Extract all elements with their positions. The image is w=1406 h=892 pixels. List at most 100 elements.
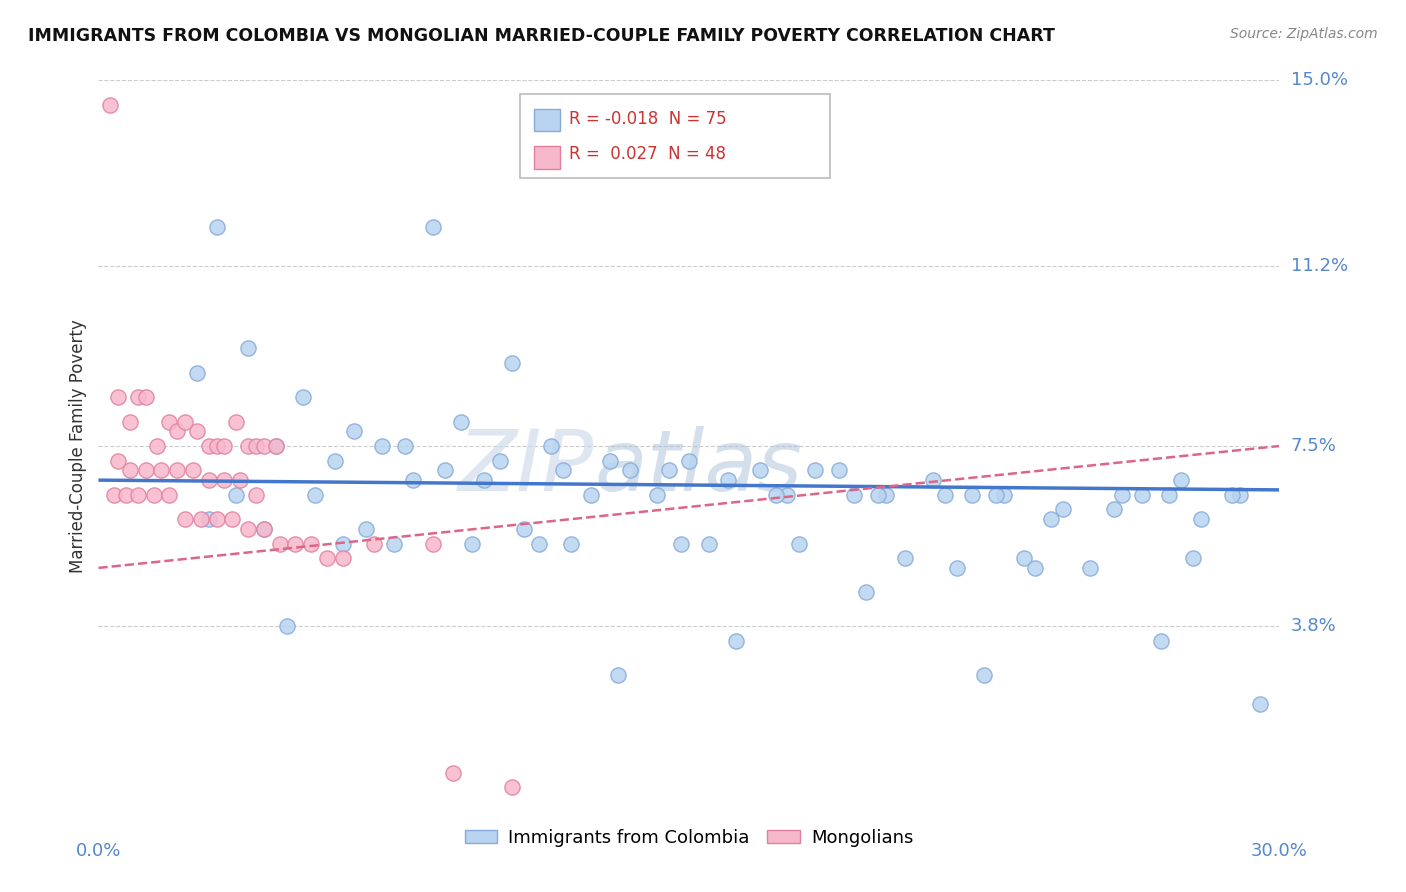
Point <box>363 536 385 550</box>
Point <box>205 219 228 234</box>
Point <box>717 473 740 487</box>
Point <box>354 522 377 536</box>
Text: Source: ZipAtlas.com: Source: ZipAtlas.com <box>1230 27 1378 41</box>
Point <box>973 668 995 682</box>
Point <box>118 463 141 477</box>
Point <box>284 536 307 550</box>
Point <box>1189 512 1212 526</box>
Point <box>922 473 945 487</box>
Point <box>402 473 425 487</box>
Point <box>894 551 917 566</box>
Point <box>236 342 259 356</box>
Point <box>1170 473 1192 487</box>
Point <box>422 536 444 550</box>
Text: ZIP: ZIP <box>458 426 595 509</box>
Point <box>150 463 173 477</box>
Point <box>489 453 512 467</box>
Point <box>1130 488 1153 502</box>
Point <box>371 439 394 453</box>
Point <box>197 512 219 526</box>
Text: IMMIGRANTS FROM COLOMBIA VS MONGOLIAN MARRIED-COUPLE FAMILY POVERTY CORRELATION : IMMIGRANTS FROM COLOMBIA VS MONGOLIAN MA… <box>28 27 1054 45</box>
Point <box>1012 551 1035 566</box>
Point <box>1249 698 1271 712</box>
Point <box>98 97 121 112</box>
Point <box>441 765 464 780</box>
Point <box>186 425 208 439</box>
Point <box>512 522 534 536</box>
Point <box>127 488 149 502</box>
Point <box>579 488 602 502</box>
Point <box>984 488 1007 502</box>
Point <box>1150 634 1173 648</box>
Point <box>776 488 799 502</box>
Point <box>697 536 720 550</box>
Point <box>560 536 582 550</box>
Point <box>107 453 129 467</box>
Point <box>332 536 354 550</box>
Point <box>103 488 125 502</box>
Point <box>166 425 188 439</box>
Point <box>292 390 315 404</box>
Point <box>382 536 405 550</box>
Point <box>866 488 889 502</box>
Point <box>647 488 669 502</box>
Point <box>1080 561 1102 575</box>
Point <box>229 473 252 487</box>
Point <box>1102 502 1125 516</box>
Point <box>166 463 188 477</box>
Point <box>205 439 228 453</box>
Point <box>315 551 337 566</box>
Point <box>253 522 276 536</box>
Point <box>332 551 354 566</box>
Point <box>236 522 259 536</box>
Point <box>855 585 877 599</box>
Point <box>236 439 259 453</box>
Point <box>214 439 236 453</box>
Point <box>1040 512 1063 526</box>
Point <box>127 390 149 404</box>
Point <box>264 439 287 453</box>
Point <box>142 488 165 502</box>
Point <box>529 536 551 550</box>
Point <box>501 780 523 795</box>
Point <box>1229 488 1251 502</box>
Text: 11.2%: 11.2% <box>1291 257 1348 275</box>
Point <box>245 488 267 502</box>
Point <box>962 488 984 502</box>
Point <box>264 439 287 453</box>
Point <box>748 463 770 477</box>
Point <box>607 668 630 682</box>
Point <box>599 453 621 467</box>
Point <box>221 512 243 526</box>
Text: R = -0.018  N = 75: R = -0.018 N = 75 <box>569 110 727 128</box>
Point <box>197 439 219 453</box>
Point <box>450 415 472 429</box>
Text: 7.5%: 7.5% <box>1291 437 1337 455</box>
Point <box>765 488 787 502</box>
Legend: Immigrants from Colombia, Mongolians: Immigrants from Colombia, Mongolians <box>457 822 921 854</box>
Point <box>993 488 1015 502</box>
Point <box>1024 561 1046 575</box>
Point <box>658 463 681 477</box>
Point <box>1111 488 1133 502</box>
Point <box>174 415 197 429</box>
Point <box>472 473 495 487</box>
Point <box>269 536 291 550</box>
Point <box>433 463 456 477</box>
Point <box>323 453 346 467</box>
Point <box>678 453 700 467</box>
Point <box>107 390 129 404</box>
Point <box>934 488 956 502</box>
Point <box>146 439 169 453</box>
Point <box>197 473 219 487</box>
Text: atlas: atlas <box>595 426 803 509</box>
Point <box>343 425 366 439</box>
Point <box>214 473 236 487</box>
Point <box>174 512 197 526</box>
Point <box>540 439 562 453</box>
Point <box>190 512 212 526</box>
Point <box>253 439 276 453</box>
Point <box>135 463 157 477</box>
Point <box>186 366 208 380</box>
Point <box>135 390 157 404</box>
